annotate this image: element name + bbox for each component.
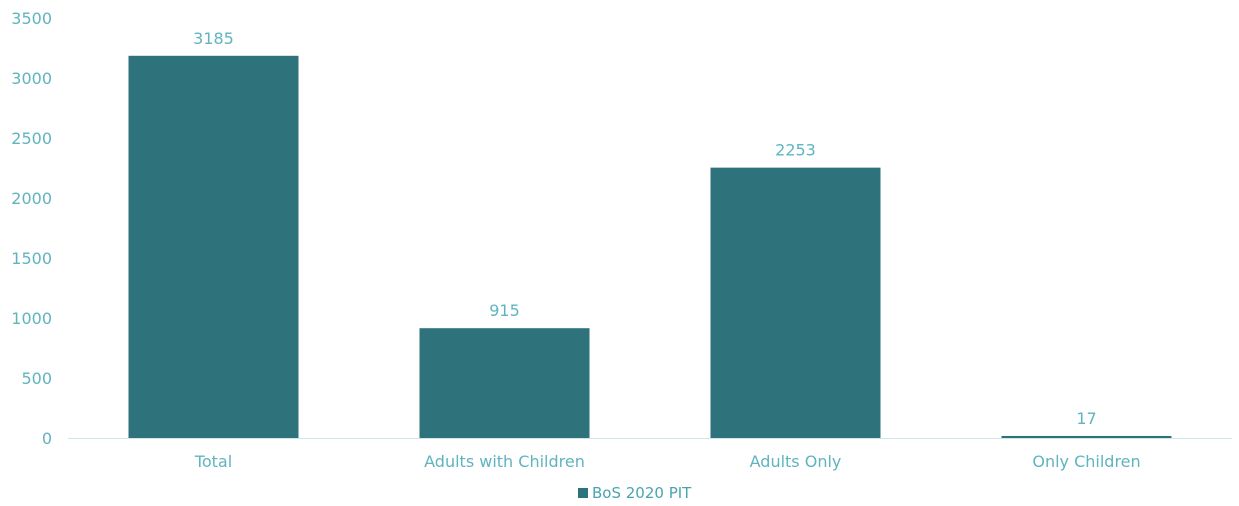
y-tick-label: 0	[42, 429, 52, 448]
y-tick-label: 2000	[11, 189, 52, 208]
legend: BoS 2020 PIT	[578, 484, 692, 502]
bar-data-label: 2253	[775, 141, 816, 160]
y-tick-label: 3000	[11, 69, 52, 88]
bar	[419, 328, 590, 438]
data-labels-group: 3185 915 2253 17	[193, 29, 1097, 428]
bar-data-label: 17	[1076, 409, 1096, 428]
x-axis-category-labels: Total Adults with Children Adults Only Only…	[194, 452, 1141, 471]
legend-label: BoS 2020 PIT	[592, 484, 692, 502]
y-tick-label: 1000	[11, 309, 52, 328]
x-category-label: Total	[194, 452, 232, 471]
bar	[1001, 435, 1172, 438]
legend-swatch	[578, 488, 588, 498]
y-tick-label: 2500	[11, 129, 52, 148]
y-axis-tick-labels: 0 500 1000 1500 2000 2500 3000 3500	[11, 9, 52, 448]
y-tick-label: 1500	[11, 249, 52, 268]
bar	[128, 55, 299, 439]
bar-data-label: 915	[489, 301, 520, 320]
x-category-label: Adults with Children	[424, 452, 585, 471]
x-category-label: Only Children	[1032, 452, 1140, 471]
bar	[710, 167, 881, 438]
bars-group	[128, 55, 1172, 439]
bar-data-label: 3185	[193, 29, 234, 48]
x-category-label: Adults Only	[750, 452, 842, 471]
y-tick-label: 500	[21, 369, 52, 388]
y-tick-label: 3500	[11, 9, 52, 28]
